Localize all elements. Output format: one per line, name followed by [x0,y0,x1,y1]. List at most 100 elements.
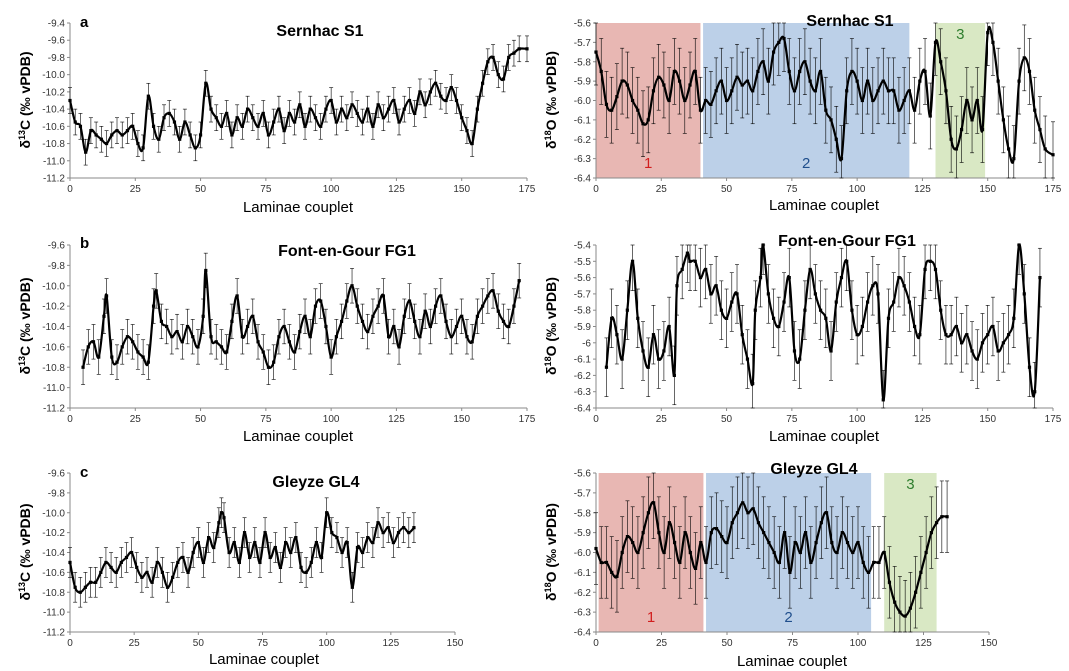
data-point-a18-7 [630,98,635,103]
y-tick-label-a13-4: -10.2 [42,87,65,98]
y-tick-label-a18-2: -5.8 [574,57,592,68]
data-point-a13-50 [329,98,333,103]
data-point-b13-0 [81,365,85,369]
data-point-a18-42 [813,89,817,93]
data-point-b13-36 [261,350,265,354]
data-point-b18-13 [672,373,676,377]
y-tick-label-b18-0: -5.4 [574,241,592,252]
x-tick-label-c18-1: 25 [656,638,668,649]
data-point-a13-67 [418,90,422,94]
data-point-c18-31 [756,521,761,525]
data-point-a13-6 [99,137,103,141]
data-point-c13-42 [278,565,283,570]
x-tick-label-b13-0: 0 [67,414,73,425]
data-point-c18-9 [641,531,645,535]
y-tick-label-a13-0: -9.4 [48,19,66,30]
data-point-b18-48 [845,259,849,263]
data-point-c13-52 [330,531,334,535]
data-point-a13-79 [481,81,485,85]
data-point-b18-81 [1017,243,1021,247]
data-point-a18-37 [787,69,791,74]
data-point-c18-56 [887,580,892,584]
data-point-c13-24 [191,550,195,555]
data-point-b18-56 [886,316,891,320]
data-point-c13-17 [155,560,159,565]
data-point-c13-33 [232,540,236,545]
data-point-c13-57 [355,545,360,550]
y-tick-label-c18-7: -6.3 [574,608,592,619]
data-point-b13-22 [191,335,195,339]
y-tick-label-c18-5: -6.1 [574,568,592,579]
data-point-a13-10 [120,133,124,137]
data-point-a18-3 [610,108,614,112]
data-point-b13-46 [313,304,318,308]
data-point-b18-8 [646,365,650,369]
data-point-b13-29 [225,350,229,354]
y-tick-label-a18-3: -5.9 [574,77,592,88]
data-point-c18-67 [945,515,949,519]
data-point-b18-70 [960,341,964,345]
x-tick-label-b18-0: 0 [593,414,599,425]
data-point-b13-65 [413,319,417,324]
x-tick-label-c13-0: 0 [67,638,73,649]
data-point-c13-59 [366,535,370,540]
y-tick-label-c13-3: -10.2 [42,528,65,539]
data-point-a13-23 [188,133,192,137]
data-point-c18-5 [620,550,624,555]
chart-title-a18: Sernhac S1 [806,13,893,30]
y-tick-label-c18-8: -6.4 [574,628,592,639]
x-tick-label-b18-6: 150 [979,414,996,425]
data-point-a18-11 [651,89,656,93]
data-point-b13-52 [345,299,349,303]
data-point-b13-85 [517,279,521,283]
data-point-a13-56 [360,120,365,124]
data-point-a18-72 [970,118,974,122]
data-point-c18-13 [662,550,666,555]
data-point-c18-1 [599,560,603,565]
panel-letter-b13: b [80,235,89,252]
x-tick-label-b13-4: 100 [323,414,340,425]
data-point-c18-12 [657,531,661,535]
x-axis-label-c18: Laminae couplet [737,653,848,670]
data-point-c13-49 [314,540,318,545]
data-point-a18-26 [730,89,734,93]
y-tick-label-a18-7: -6.3 [574,154,592,165]
data-point-a18-81 [1017,79,1021,83]
data-point-c18-44 [824,511,829,515]
data-point-b13-62 [397,345,401,349]
data-point-b13-3 [97,355,101,359]
data-point-a13-7 [104,141,109,146]
data-point-b18-58 [897,276,901,280]
data-point-b13-80 [491,289,495,293]
x-tick-label-a13-1: 25 [130,184,142,195]
data-point-c18-58 [898,610,902,614]
data-point-b18-27 [740,333,744,337]
data-point-c13-28 [212,545,216,550]
y-tick-label-c18-1: -5.7 [574,488,592,499]
y-tick-label-c18-2: -5.8 [574,508,592,519]
data-point-a18-60 [907,89,911,93]
y-axis-label-c13: δ13C (‰ vPDB) [17,503,33,600]
data-point-c13-39 [263,531,267,535]
data-point-b13-42 [292,350,297,354]
data-point-b13-70 [439,294,443,298]
data-point-a18-58 [897,108,901,112]
y-tick-label-b13-5: -10.6 [42,342,65,353]
data-point-a13-21 [178,137,182,141]
data-point-c13-37 [253,540,257,545]
data-point-a18-70 [960,127,964,132]
data-point-a13-75 [460,116,464,120]
data-point-a18-78 [1001,118,1005,122]
x-tick-label-c18-0: 0 [593,638,599,649]
data-point-a18-76 [991,40,995,44]
data-point-c13-40 [268,555,272,560]
data-point-a18-0 [594,50,598,54]
data-point-b18-6 [636,316,640,320]
data-point-a13-38 [266,133,271,137]
data-point-c18-30 [751,507,755,511]
data-point-a18-79 [1007,147,1011,151]
data-point-b13-30 [230,319,234,324]
data-point-c18-24 [720,535,724,539]
data-point-b18-60 [907,300,911,304]
data-point-b18-47 [839,276,844,280]
